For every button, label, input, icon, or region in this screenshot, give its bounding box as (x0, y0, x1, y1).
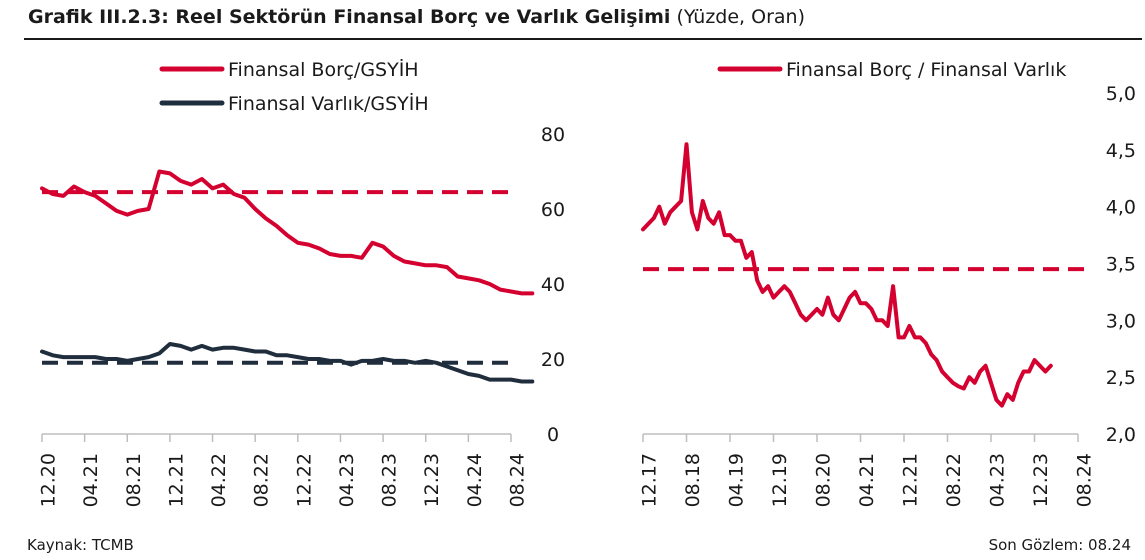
y-tick-label: 0 (547, 424, 559, 446)
source-note: Kaynak: TCMB (27, 536, 134, 554)
legend-label: Finansal Borç / Finansal Varlık (786, 59, 1066, 81)
x-tick-label: 12.22 (293, 453, 315, 507)
y-tick-label: 60 (541, 199, 565, 221)
x-tick-label: 08.22 (943, 453, 965, 507)
x-tick-label: 12.21 (165, 453, 187, 507)
x-tick-label: 04.22 (208, 453, 230, 507)
legend-label: Finansal Varlık/GSYİH (228, 92, 429, 115)
y-tick-label: 80 (541, 124, 565, 146)
x-tick-label: 12.23 (1030, 453, 1052, 507)
x-tick-label: 12.19 (769, 453, 791, 507)
x-tick-label: 12.20 (38, 453, 60, 507)
last-observation-note: Son Gözlem: 08.24 (988, 536, 1131, 554)
x-tick-label: 08.18 (682, 453, 704, 507)
y-tick-label: 2,5 (1106, 367, 1136, 389)
series-line (641, 142, 1053, 408)
y-tick-label: 40 (541, 274, 565, 296)
series-line (40, 169, 535, 296)
title-unit: (Yüzde, Oran) (676, 6, 805, 28)
x-tick-label: 08.24 (1074, 453, 1096, 507)
y-tick-label: 3,0 (1106, 310, 1136, 332)
x-tick-label: 04.24 (464, 453, 486, 507)
series-line (40, 342, 535, 384)
x-tick-label: 04.23 (336, 453, 358, 507)
y-tick-label: 4,0 (1106, 197, 1136, 219)
chart-title: Grafik III.2.3: Reel Sektörün Finansal B… (28, 6, 805, 28)
legend-label: Finansal Borç/GSYİH (228, 58, 419, 81)
x-tick-label: 12.23 (421, 453, 443, 507)
right-chart: 12.17 08.18 04.19 12.19 08.20 04.21 12.21 08.22… (639, 59, 1137, 507)
x-tick-label: 08.23 (379, 453, 401, 507)
x-tick-label: 08.20 (813, 453, 835, 507)
y-tick-label: 4,5 (1106, 140, 1136, 162)
x-tick-label: 04.21 (80, 453, 102, 507)
x-tick-label: 12.21 (900, 453, 922, 507)
x-tick-label: 08.24 (507, 453, 529, 507)
left-chart: 12.20 04.21 08.21 12.21 04.22 08.22 12.22 04.23… (38, 58, 566, 507)
y-tick-label: 5,0 (1106, 83, 1136, 105)
x-tick-label: 04.23 (987, 453, 1009, 507)
x-tick-label: 12.17 (639, 453, 661, 507)
x-tick-label: 08.22 (251, 453, 273, 507)
title-main: Grafik III.2.3: Reel Sektörün Finansal B… (28, 6, 671, 28)
x-tick-label: 08.21 (123, 453, 145, 507)
title-rule (24, 38, 1142, 40)
y-tick-label: 2,0 (1106, 424, 1136, 446)
y-tick-label: 20 (541, 349, 565, 371)
x-tick-label: 04.19 (726, 453, 748, 507)
y-tick-label: 3,5 (1106, 254, 1136, 276)
x-tick-label: 04.21 (856, 453, 878, 507)
